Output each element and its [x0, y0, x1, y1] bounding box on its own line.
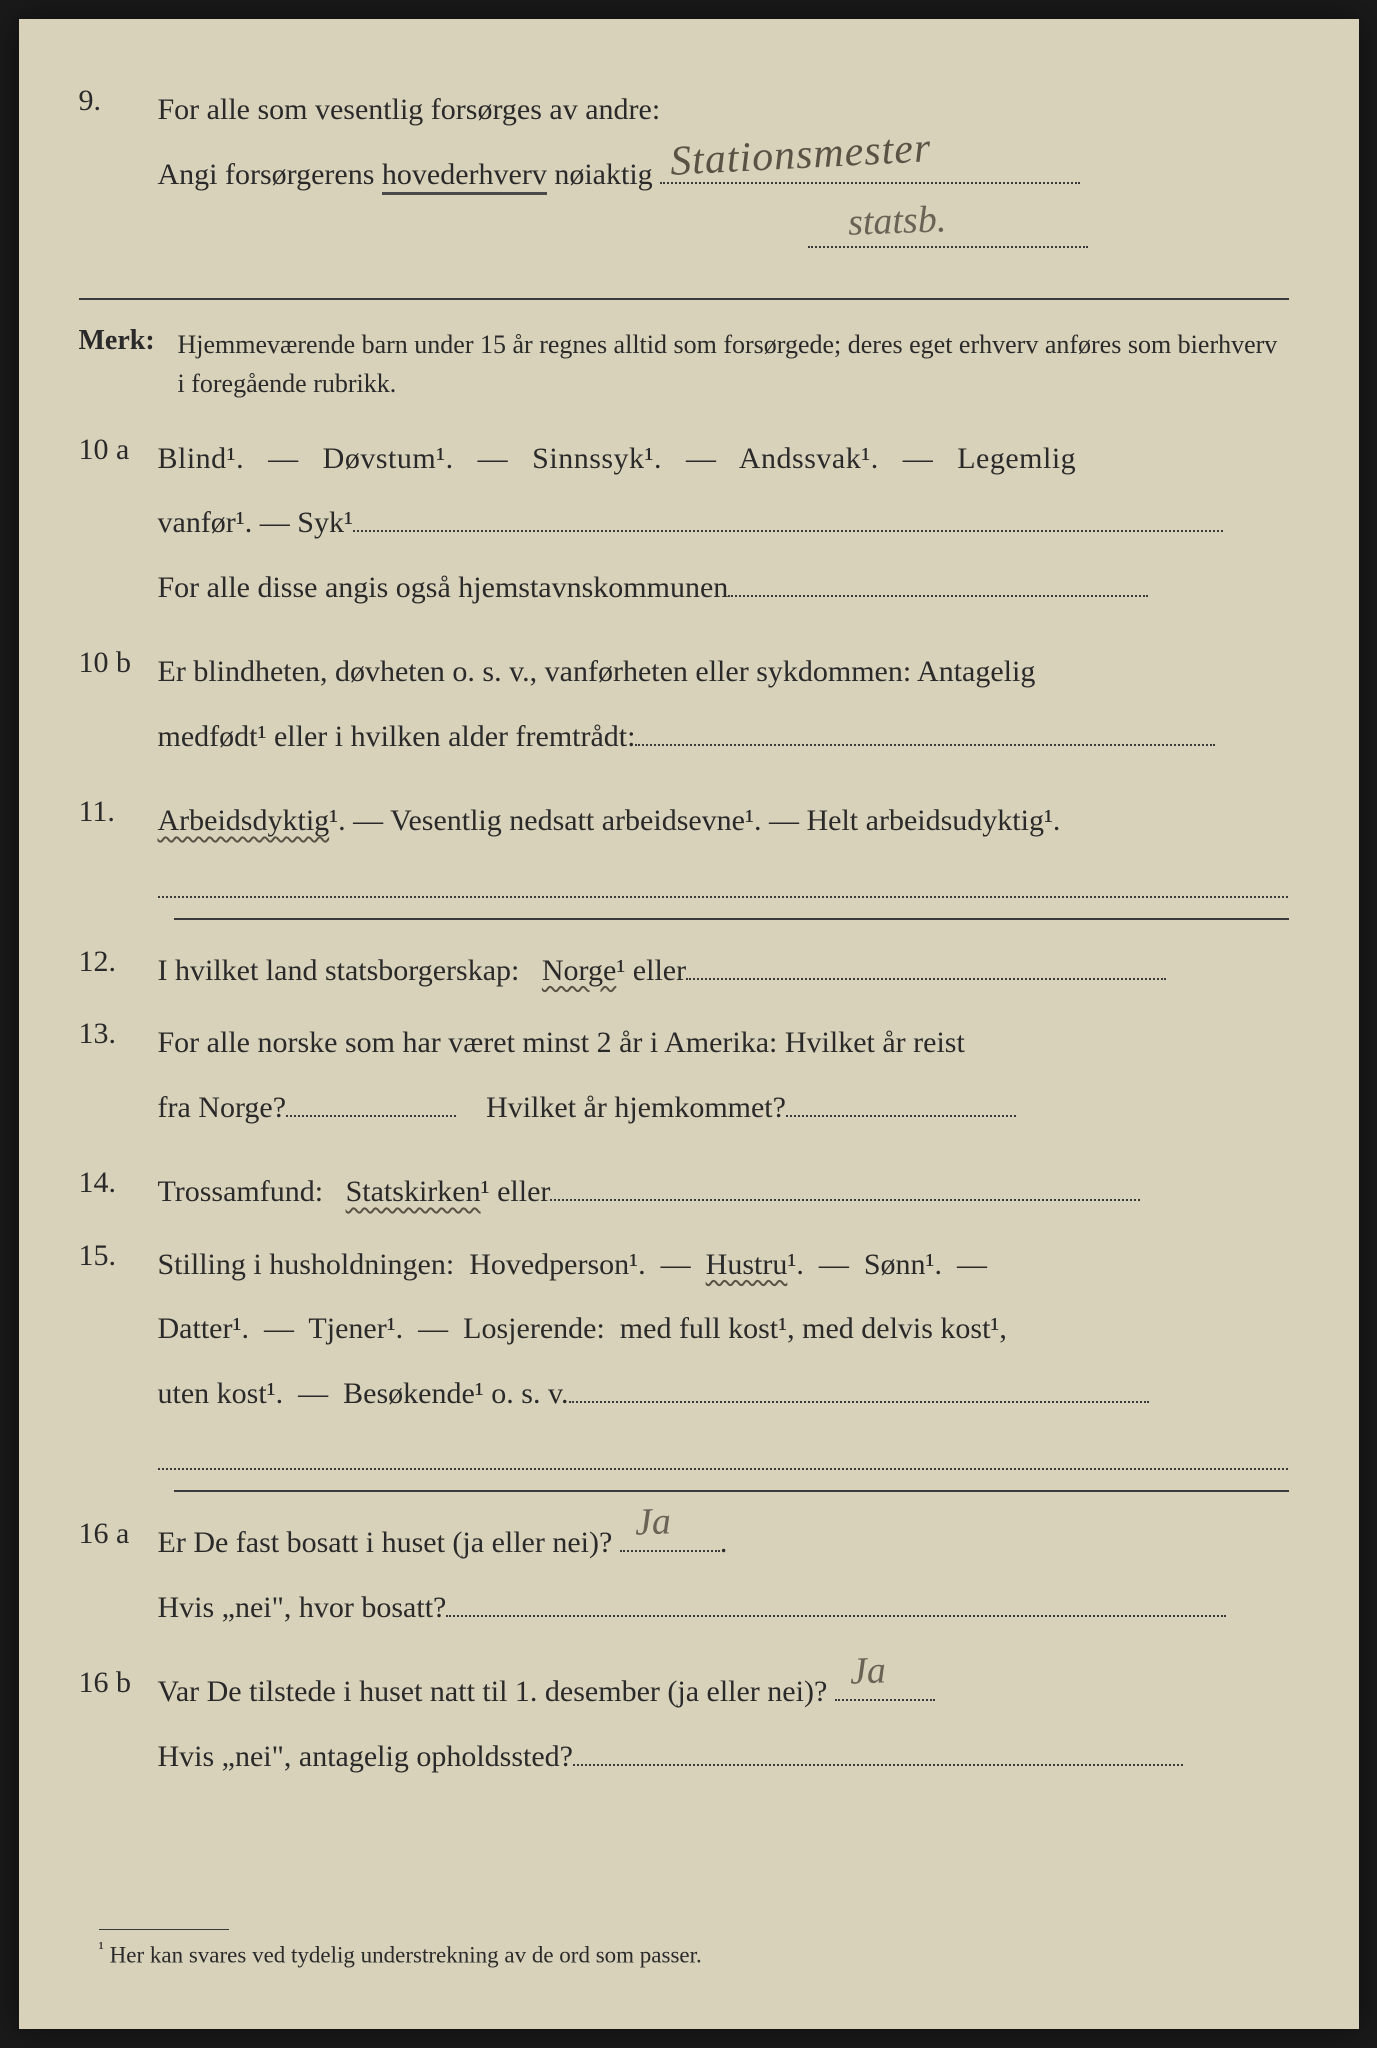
- question-10b: 10 b Er blindheten, døvheten o. s. v., v…: [79, 646, 1289, 775]
- q9-line3: statsb.: [158, 213, 1288, 266]
- q10a-content: Blind¹. — Døvstum¹. — Sinnssyk¹. — Andss…: [158, 433, 1288, 627]
- q15-content: Stilling i husholdningen: Hovedperson¹. …: [158, 1239, 1288, 1471]
- census-form-page: 9. For alle som vesentlig forsørges av a…: [19, 19, 1359, 2029]
- q10a-line1: Blind¹. — Døvstum¹. — Sinnssyk¹. — Andss…: [158, 433, 1288, 486]
- q16a-fill2: [446, 1593, 1226, 1617]
- q12-fill: [686, 956, 1166, 980]
- separator-1: [79, 298, 1289, 300]
- q15-line2: Datter¹. — Tjener¹. — Losjerende: med fu…: [158, 1303, 1288, 1356]
- q9-content: For alle som vesentlig forsørges av andr…: [158, 84, 1288, 278]
- merk-content: Hjemmeværende barn under 15 år regnes al…: [178, 325, 1288, 403]
- footnote-text: Her kan svares ved tydelig understreknin…: [104, 1943, 702, 1968]
- q9-handwriting1: Stationsmester: [668, 112, 933, 199]
- q16a-line2: Hvis „nei", hvor bosatt?: [158, 1582, 1288, 1635]
- q10b-fill: [635, 722, 1215, 746]
- q10a-line2: vanfør¹. — Syk¹: [158, 497, 1288, 550]
- q15-line1: Stilling i husholdningen: Hovedperson¹. …: [158, 1239, 1288, 1292]
- q13-fill2: [786, 1093, 1016, 1117]
- q12-content: I hvilket land statsborgerskap: Norge¹ e…: [158, 945, 1288, 998]
- q14-fill: [550, 1177, 1140, 1201]
- q11-number: 11.: [79, 795, 154, 829]
- q16b-line1: Var De tilstede i huset natt til 1. dese…: [158, 1666, 1288, 1719]
- q16b-fill2: [573, 1742, 1183, 1766]
- q15-fill2: [158, 1440, 1288, 1470]
- q13-content: For alle norske som har været minst 2 år…: [158, 1017, 1288, 1146]
- merk-label: Merk:: [79, 325, 174, 357]
- question-12: 12. I hvilket land statsborgerskap: Norg…: [79, 945, 1289, 998]
- q16b-number: 16 b: [79, 1666, 154, 1700]
- q14-number: 14.: [79, 1166, 154, 1200]
- q16b-handwriting: Ja: [849, 1637, 887, 1705]
- q16a-handwriting: Ja: [634, 1488, 672, 1556]
- question-13: 13. For alle norske som har været minst …: [79, 1017, 1289, 1146]
- q16a-content: Er De fast bosatt i huset (ja eller nei)…: [158, 1517, 1288, 1646]
- q14-content: Trossamfund: Statskirken¹ eller: [158, 1166, 1288, 1219]
- q10b-content: Er blindheten, døvheten o. s. v., vanfør…: [158, 646, 1288, 775]
- question-9: 9. For alle som vesentlig forsørges av a…: [79, 84, 1289, 278]
- q10a-line3: For alle disse angis også hjemstavnskomm…: [158, 562, 1288, 615]
- q16a-line1: Er De fast bosatt i huset (ja eller nei)…: [158, 1517, 1288, 1570]
- q9-number: 9.: [79, 84, 154, 118]
- separator-2: [174, 918, 1289, 920]
- merk-note: Merk: Hjemmeværende barn under 15 år reg…: [79, 325, 1289, 403]
- question-15: 15. Stilling i husholdningen: Hovedperso…: [79, 1239, 1289, 1471]
- q15-line3: uten kost¹. — Besøkende¹ o. s. v.: [158, 1368, 1288, 1421]
- q16b-content: Var De tilstede i huset natt til 1. dese…: [158, 1666, 1288, 1795]
- q11-content: Arbeidsdyktig¹. — Vesentlig nedsatt arbe…: [158, 795, 1288, 898]
- separator-3: [174, 1490, 1289, 1492]
- question-16a: 16 a Er De fast bosatt i huset (ja eller…: [79, 1517, 1289, 1646]
- q10a-fill: [353, 508, 1223, 532]
- q10b-line1: Er blindheten, døvheten o. s. v., vanfør…: [158, 646, 1288, 699]
- footnote-line: [99, 1929, 229, 1930]
- q15-number: 15.: [79, 1239, 154, 1273]
- q13-line1: For alle norske som har været minst 2 år…: [158, 1017, 1288, 1070]
- q9-line2: Angi forsørgerens hovederhverv nøiaktig …: [158, 149, 1288, 202]
- q13-fill1: [286, 1093, 456, 1117]
- q10b-line2: medfødt¹ eller i hvilken alder fremtrådt…: [158, 711, 1288, 764]
- question-14: 14. Trossamfund: Statskirken¹ eller: [79, 1166, 1289, 1219]
- q12-number: 12.: [79, 945, 154, 979]
- q13-line2: fra Norge? Hvilket år hjemkommet?: [158, 1082, 1288, 1135]
- q16b-line2: Hvis „nei", antagelig opholdssted?: [158, 1731, 1288, 1784]
- q9-handwriting2: statsb.: [846, 186, 946, 256]
- question-10a: 10 a Blind¹. — Døvstum¹. — Sinnssyk¹. — …: [79, 433, 1289, 627]
- question-11: 11. Arbeidsdyktig¹. — Vesentlig nedsatt …: [79, 795, 1289, 898]
- q15-fill: [569, 1379, 1149, 1403]
- q10a-number: 10 a: [79, 433, 154, 467]
- q10b-number: 10 b: [79, 646, 154, 680]
- question-16b: 16 b Var De tilstede i huset natt til 1.…: [79, 1666, 1289, 1795]
- q16a-number: 16 a: [79, 1517, 154, 1551]
- q11-line1: Arbeidsdyktig¹. — Vesentlig nedsatt arbe…: [158, 795, 1288, 848]
- footnote: ¹ Her kan svares ved tydelig understrekn…: [99, 1929, 702, 1969]
- q10a-fill2: [728, 573, 1148, 597]
- q13-number: 13.: [79, 1017, 154, 1051]
- q11-fill: [158, 868, 1288, 898]
